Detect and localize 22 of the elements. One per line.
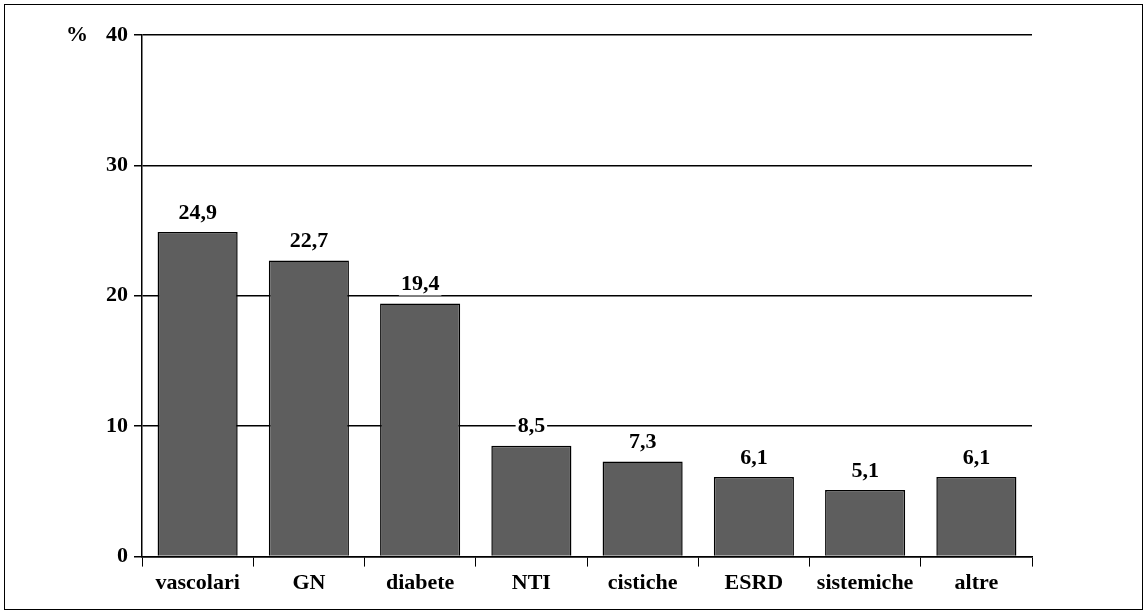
data-label: 22,7 bbox=[289, 227, 329, 253]
data-label: 7,3 bbox=[628, 428, 657, 454]
x-tick-label: GN bbox=[292, 569, 326, 595]
y-tick-label: 10 bbox=[106, 411, 128, 437]
x-tick-label: altre bbox=[954, 569, 999, 595]
x-tick-label: sistemiche bbox=[816, 569, 914, 595]
y-axis-title: % bbox=[66, 20, 88, 46]
y-tick-label: 30 bbox=[106, 151, 128, 177]
data-label: 5,1 bbox=[851, 456, 879, 482]
x-tick-label: cistiche bbox=[607, 569, 678, 595]
data-label: 24,9 bbox=[178, 198, 217, 224]
data-label: 6,1 bbox=[740, 443, 768, 469]
y-tick-label: 20 bbox=[106, 281, 128, 307]
data-label: 6,1 bbox=[962, 443, 991, 469]
x-tick-label: vascolari bbox=[155, 569, 240, 595]
y-tick-label: 40 bbox=[106, 20, 128, 46]
data-label: 8,5 bbox=[517, 412, 546, 438]
x-tick-label: diabete bbox=[385, 569, 455, 595]
x-tick-label: NTI bbox=[511, 569, 551, 595]
x-tick-label: ESRD bbox=[724, 569, 784, 595]
data-label: 19,4 bbox=[400, 270, 440, 296]
y-tick-label: 0 bbox=[117, 542, 128, 568]
